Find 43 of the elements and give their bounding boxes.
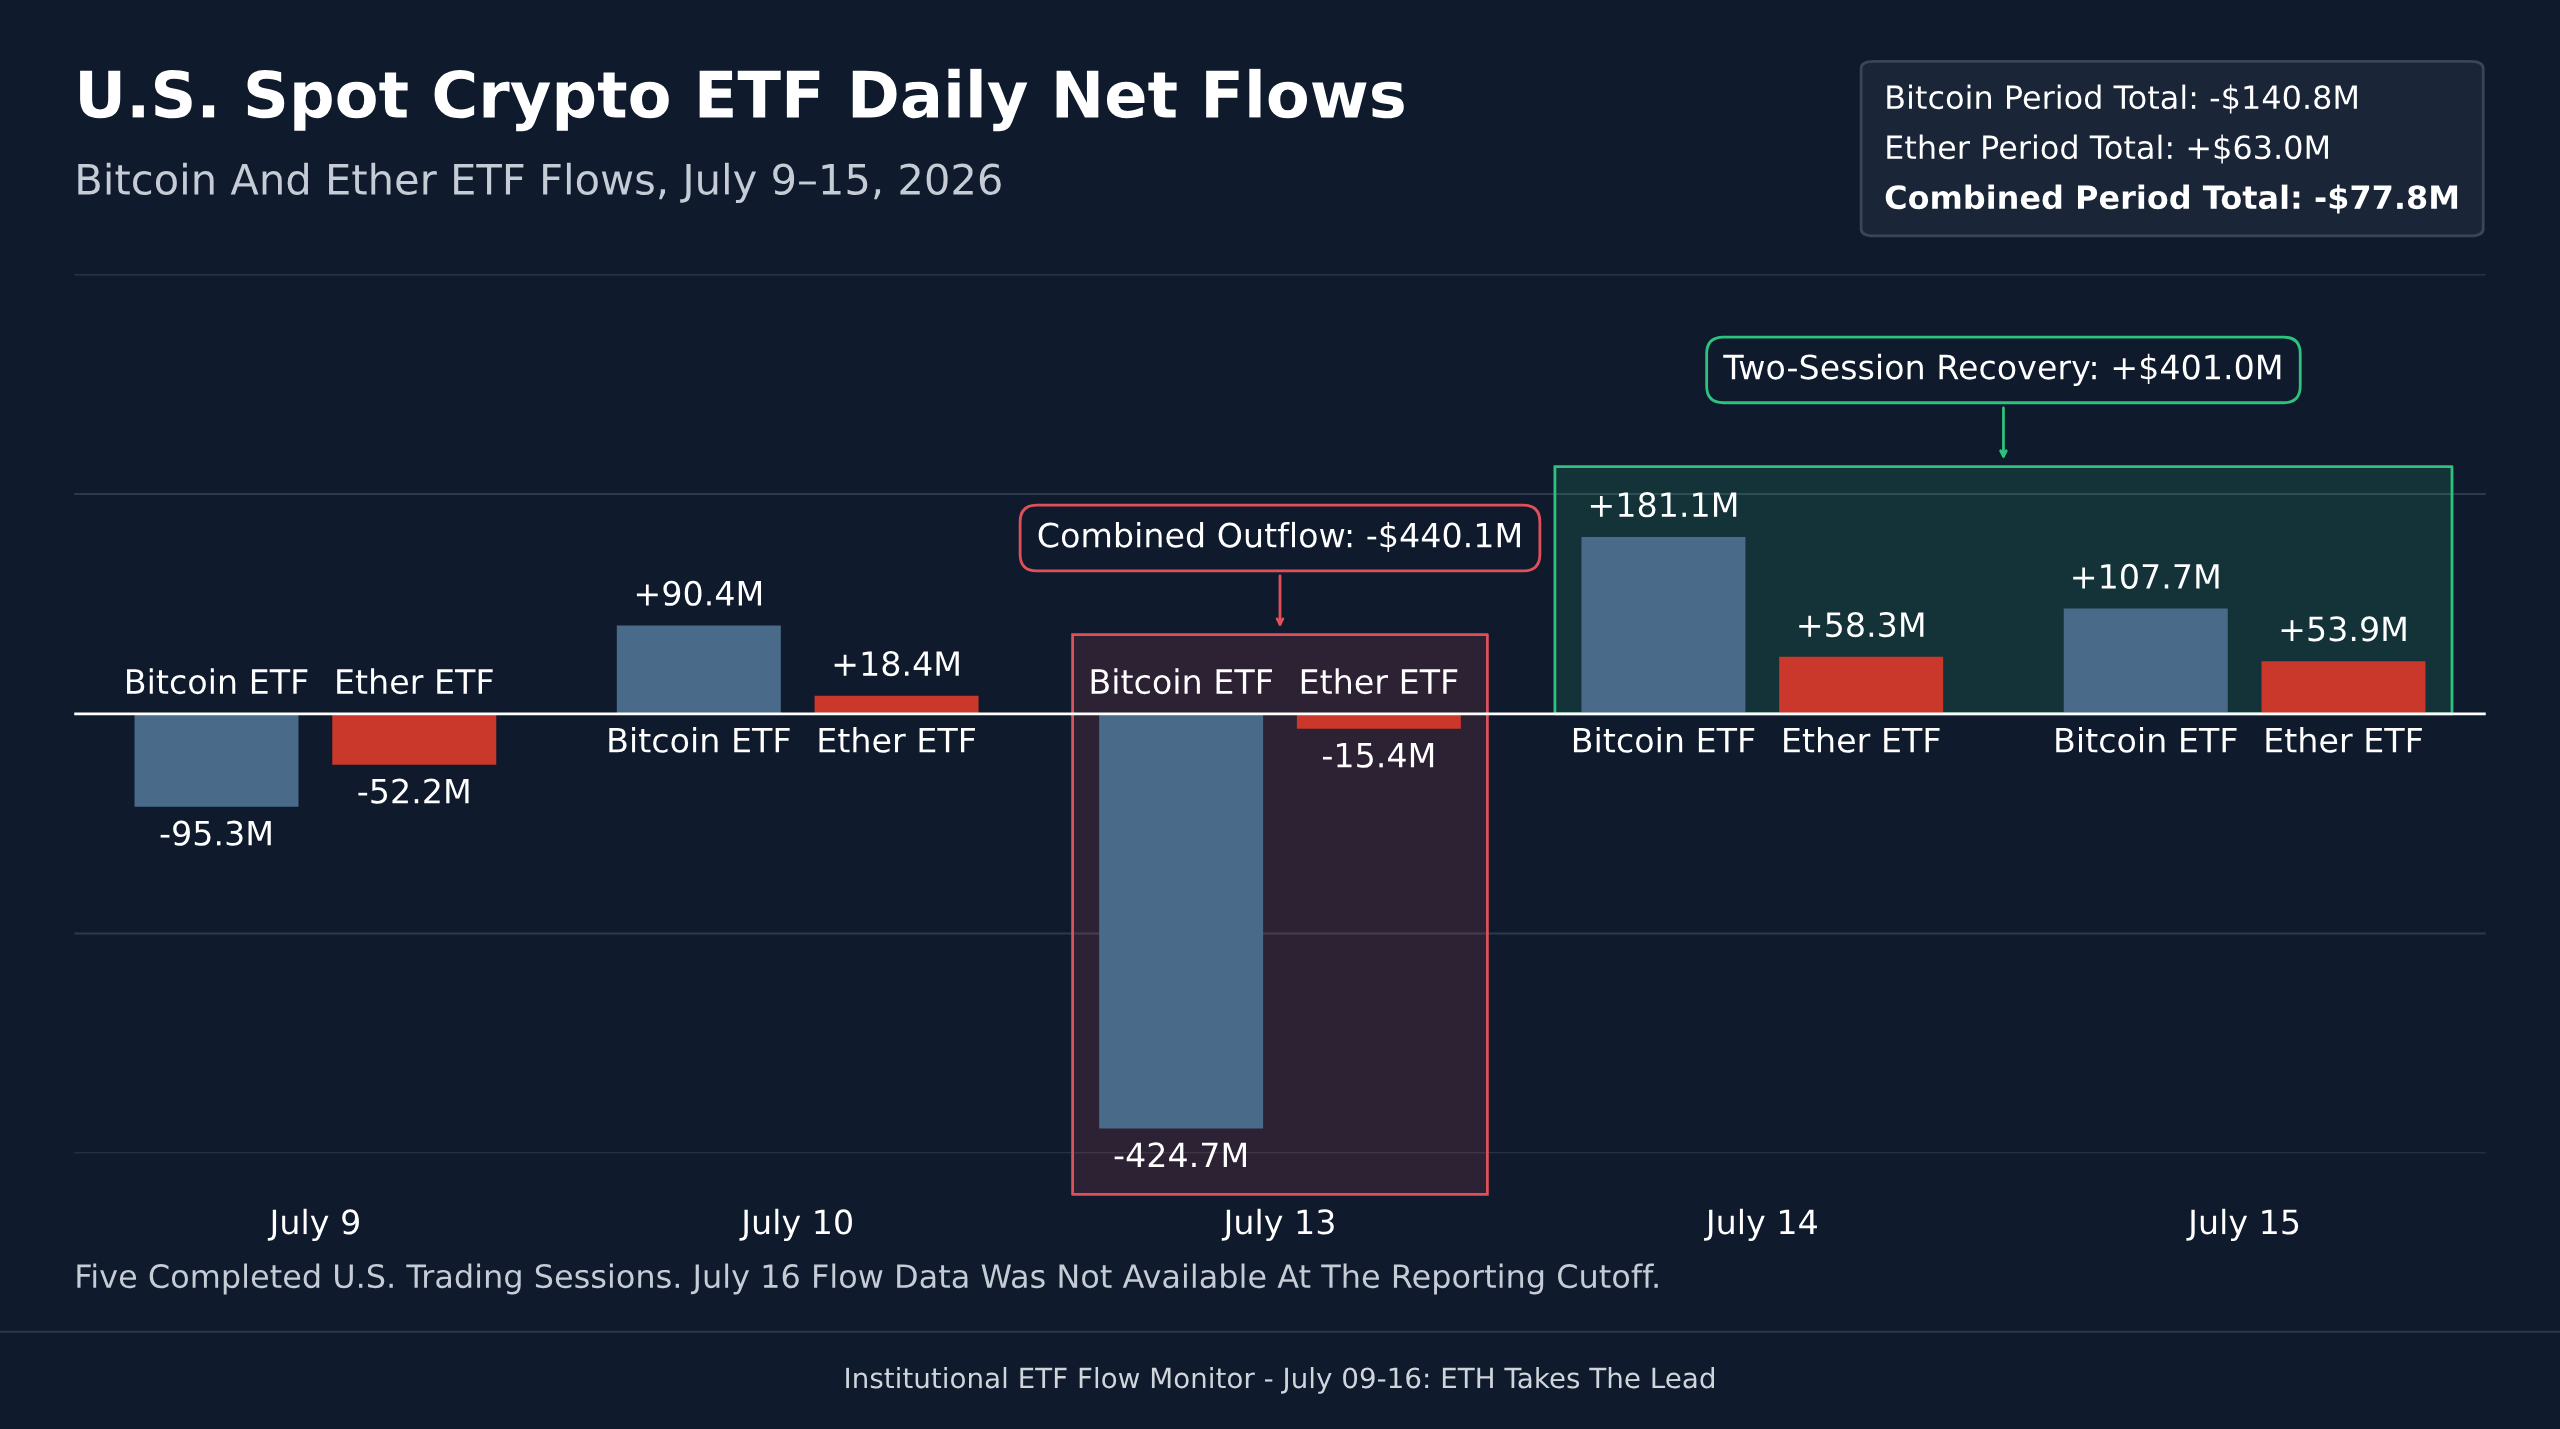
data-label: -424.7M <box>1114 1142 1246 1168</box>
data-label: -95.3M <box>160 820 271 846</box>
chart-subtitle: Bitcoin And Ether ETF Flows, July 9–15, 2026 <box>78 162 1001 204</box>
chart-title: U.S. Spot Crypto ETF Daily Net Flows <box>80 68 1404 132</box>
text: Bitcoin ETF <box>1573 726 1755 753</box>
text: Bitcoin ETF <box>1091 668 1272 695</box>
data-label: +53.9M <box>2281 616 2406 642</box>
x-tick-label: July 14 <box>1704 1208 1817 1242</box>
bar <box>2063 608 2228 714</box>
text: Ether ETF <box>2266 726 2422 753</box>
x-tick-label: July 13 <box>1221 1208 1334 1242</box>
text: Ether ETF <box>1784 726 1940 753</box>
text: Ether ETF <box>1301 668 1458 695</box>
band-label: Two-Session Recovery: +$401.0M <box>1723 353 2281 387</box>
bar <box>1296 713 1461 729</box>
text: Bitcoin ETF <box>127 668 308 695</box>
bar <box>1099 713 1264 1129</box>
data-label: +18.4M <box>834 650 959 677</box>
series-label: Ether ETF <box>819 726 975 753</box>
data-label: -52.2M <box>358 778 469 804</box>
text: Five Completed U.S. Trading Sessions. July 16 Flow Data Was Not Available At The Reporting Cutoff. <box>77 1263 1658 1295</box>
text: Ether ETF <box>337 668 493 695</box>
x-tick-label: July 15 <box>2186 1208 2299 1242</box>
text: Institutional ETF Flow Monitor - July 09-16: ETH Takes The Lead <box>846 1366 1714 1394</box>
x-tick-label: July 9 <box>267 1208 359 1242</box>
bar <box>332 713 497 765</box>
bar <box>616 625 781 714</box>
bar <box>134 713 299 807</box>
data-label: +181.1M <box>1590 492 1737 518</box>
bar <box>2261 661 2426 714</box>
text: Bitcoin ETF <box>609 726 790 753</box>
band-label: Combined Outflow: -$440.1M <box>1038 521 1520 553</box>
x-tick-label: July 10 <box>739 1208 852 1242</box>
text: Bitcoin Period Total: -$140.8M <box>1887 84 2357 114</box>
text: Ether Period Total: +$63.0M <box>1887 134 2328 164</box>
bar <box>1779 656 1944 714</box>
text: Combined Period Total: -$77.8M <box>1885 184 2458 214</box>
data-label: -15.4M <box>1323 743 1434 768</box>
series-label: Bitcoin ETF <box>2056 726 2237 753</box>
data-label: +58.3M <box>1799 612 1924 638</box>
data-label: +107.7M <box>2073 563 2219 589</box>
bar <box>1581 536 1746 714</box>
data-label: +90.4M <box>636 580 762 606</box>
